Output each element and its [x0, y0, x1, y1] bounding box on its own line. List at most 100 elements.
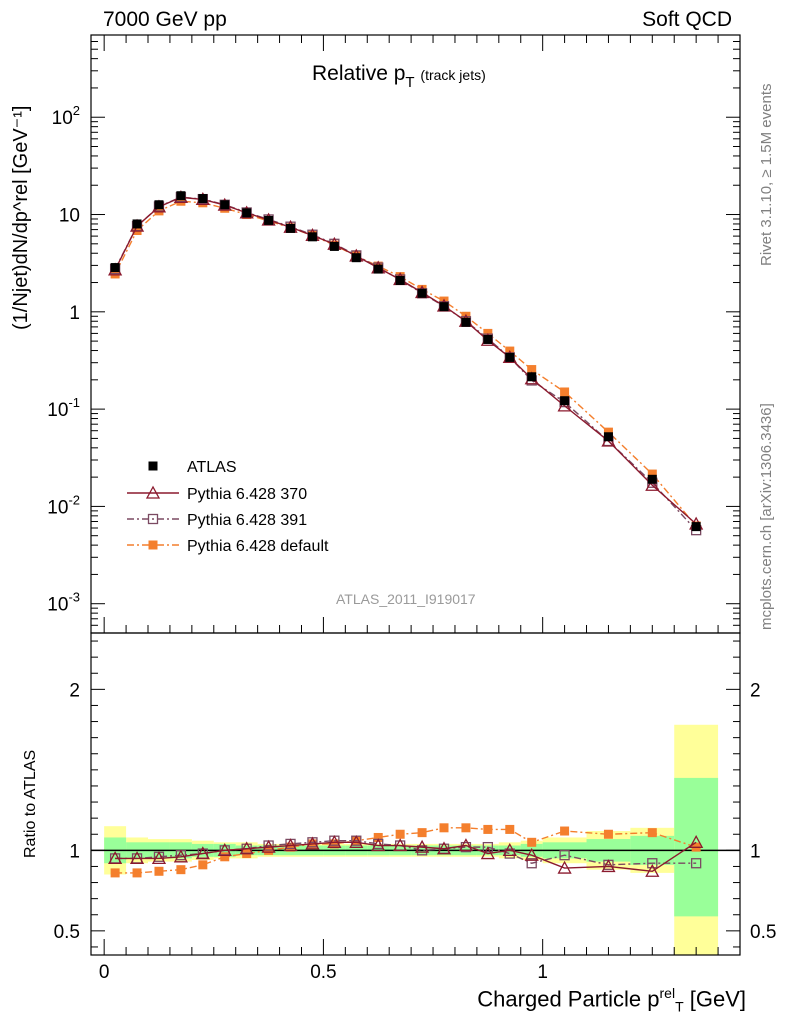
ratio-point-pythia-6-428-default [527, 837, 537, 847]
ratio-point-pythia-6-428-default [220, 852, 230, 862]
point-atlas [417, 288, 427, 298]
point-atlas [329, 241, 339, 251]
energy-label: 7000 GeV pp [103, 8, 227, 31]
ratio-point-pythia-6-428-default [439, 823, 449, 833]
y-tick-label: 102 [52, 103, 80, 129]
x-tick-label: 0 [99, 962, 110, 983]
ratio-point-pythia-6-428-370 [349, 834, 364, 848]
ratio-point-pythia-6-428-370 [557, 860, 572, 874]
point-pythia-6-428-default [603, 427, 613, 437]
chart-title: Relative pT (track jets) [312, 62, 486, 91]
ratio-point-pythia-6-428-370 [393, 838, 408, 852]
point-pythia-6-428-370 [645, 477, 660, 491]
y-tick-label: 10-1 [47, 395, 80, 421]
point-atlas [154, 200, 164, 210]
ratio-point-pythia-6-428-default [505, 824, 515, 834]
ratio-point-pythia-6-428-370 [195, 846, 210, 860]
point-atlas [198, 194, 208, 204]
ratio-point-pythia-6-428-default [461, 823, 471, 833]
legend-label-atlas: ATLAS [187, 459, 237, 476]
point-atlas [110, 263, 120, 273]
ratio-y-tick-label-right: 2 [750, 680, 761, 701]
ratio-point-pythia-6-428-default [132, 868, 142, 878]
legend-marker-pythia-6-428-391 [147, 513, 159, 525]
x-axis-label-main: Charged Particle p [477, 986, 660, 1012]
y-tick-label: 10-2 [47, 492, 80, 518]
y-tick-exponent: -3 [68, 590, 80, 605]
point-atlas [461, 317, 471, 327]
x-tick-label: 0.5 [310, 962, 336, 983]
point-pythia-6-428-default [647, 469, 657, 479]
ratio-plot-area [108, 823, 704, 878]
ratio-y-tick-label: 1 [69, 841, 80, 862]
series-line-pythia-6-428-default [114, 200, 697, 527]
ratio-point-pythia-6-428-391 [559, 850, 570, 861]
plot-axes: 10-3 10-2 10-1 1 10 102 0 0.5 1 0.5 0.5 1 1 2 2 [47, 34, 776, 983]
ratio-y-axis-label: Ratio to ATLAS [22, 749, 39, 858]
ratio-point-pythia-6-428-370 [108, 851, 123, 865]
ratio-point-pythia-6-428-370 [458, 838, 474, 852]
point-atlas [351, 253, 361, 263]
y-tick-exponent: -2 [68, 492, 80, 507]
point-atlas [286, 223, 296, 233]
chart-title-note: (track jets) [420, 67, 486, 83]
ratio-point-pythia-6-428-default [286, 842, 296, 852]
point-atlas [603, 432, 613, 442]
ratio-point-pythia-6-428-370 [502, 842, 517, 856]
ratio-point-pythia-6-428-391 [482, 841, 494, 853]
point-atlas [395, 275, 405, 285]
x-tick-label: 1 [537, 962, 548, 983]
ratio-point-pythia-6-428-370 [327, 834, 342, 848]
ratio-point-pythia-6-428-370 [371, 838, 386, 852]
chart-title-subscript: T [405, 74, 415, 91]
point-atlas [242, 208, 252, 218]
point-pythia-6-428-default [560, 387, 570, 397]
analysis-label: ATLAS_2011_I919017 [336, 591, 476, 607]
ratio-point-pythia-6-428-370 [129, 851, 145, 865]
point-pythia-6-428-default [527, 365, 537, 375]
y-tick-exponent: -1 [68, 395, 80, 410]
x-axis-label-unit: [GeV] [683, 986, 746, 1012]
main-y-axis-label: (1/Njet)dN/dp^rel [GeV⁻¹] [10, 105, 32, 330]
ratio-point-pythia-6-428-370 [480, 846, 495, 860]
point-atlas [560, 396, 570, 406]
legend-marker-pythia-6-428-370 [145, 485, 161, 499]
ratio-point-pythia-6-428-default [176, 865, 186, 875]
series-line-pythia-6-428-391 [114, 196, 697, 531]
ratio-line-pythia-6-428-default [115, 827, 697, 874]
point-atlas [505, 352, 515, 362]
point-atlas [307, 232, 317, 242]
y-tick-label: 1 [69, 303, 80, 324]
ratio-point-pythia-6-428-370 [173, 849, 188, 863]
legend-marker-atlas [148, 461, 158, 471]
ratio-point-pythia-6-428-370 [151, 851, 167, 865]
ratio-point-pythia-6-428-default [198, 860, 208, 870]
ratio-point-pythia-6-428-default [395, 829, 405, 839]
legend-marker-pythia-6-428-default [148, 540, 158, 550]
ratio-point-pythia-6-428-370 [436, 841, 452, 855]
point-atlas [132, 219, 142, 229]
category-label: Soft QCD [642, 8, 732, 31]
point-atlas [691, 522, 701, 532]
main-plot-series [108, 190, 704, 536]
x-axis-label: Charged Particle prelT [GeV] [477, 985, 746, 1015]
ratio-point-pythia-6-428-default [647, 828, 657, 838]
ratio-point-pythia-6-428-391 [690, 858, 702, 869]
point-atlas [439, 302, 449, 312]
ratio-point-pythia-6-428-370 [689, 834, 704, 848]
ratio-point-pythia-6-428-370 [217, 842, 232, 856]
point-atlas [647, 474, 657, 484]
y-tick-label: 10-3 [47, 590, 80, 616]
ratio-point-pythia-6-428-391 [526, 858, 537, 869]
point-atlas [483, 334, 493, 344]
ratio-point-pythia-6-428-default [483, 824, 493, 834]
source-label: mcplots.cern.ch [arXiv:1306.3436] [758, 403, 775, 630]
ratio-y-tick-label: 2 [69, 680, 80, 701]
legend-label-pythia-6-428-default: Pythia 6.428 default [187, 538, 329, 555]
ratio-point-pythia-6-428-370 [524, 847, 539, 861]
chart-title-main: Relative p [312, 62, 406, 85]
point-pythia-6-428-370 [557, 398, 572, 412]
ratio-point-pythia-6-428-370 [283, 838, 298, 852]
ratio-point-pythia-6-428-default [603, 829, 613, 839]
ratio-point-pythia-6-428-default [154, 866, 164, 876]
